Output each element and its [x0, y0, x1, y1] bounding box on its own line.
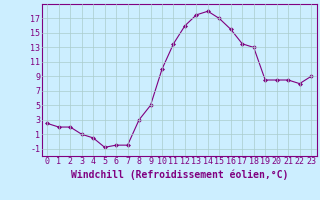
X-axis label: Windchill (Refroidissement éolien,°C): Windchill (Refroidissement éolien,°C): [70, 169, 288, 180]
